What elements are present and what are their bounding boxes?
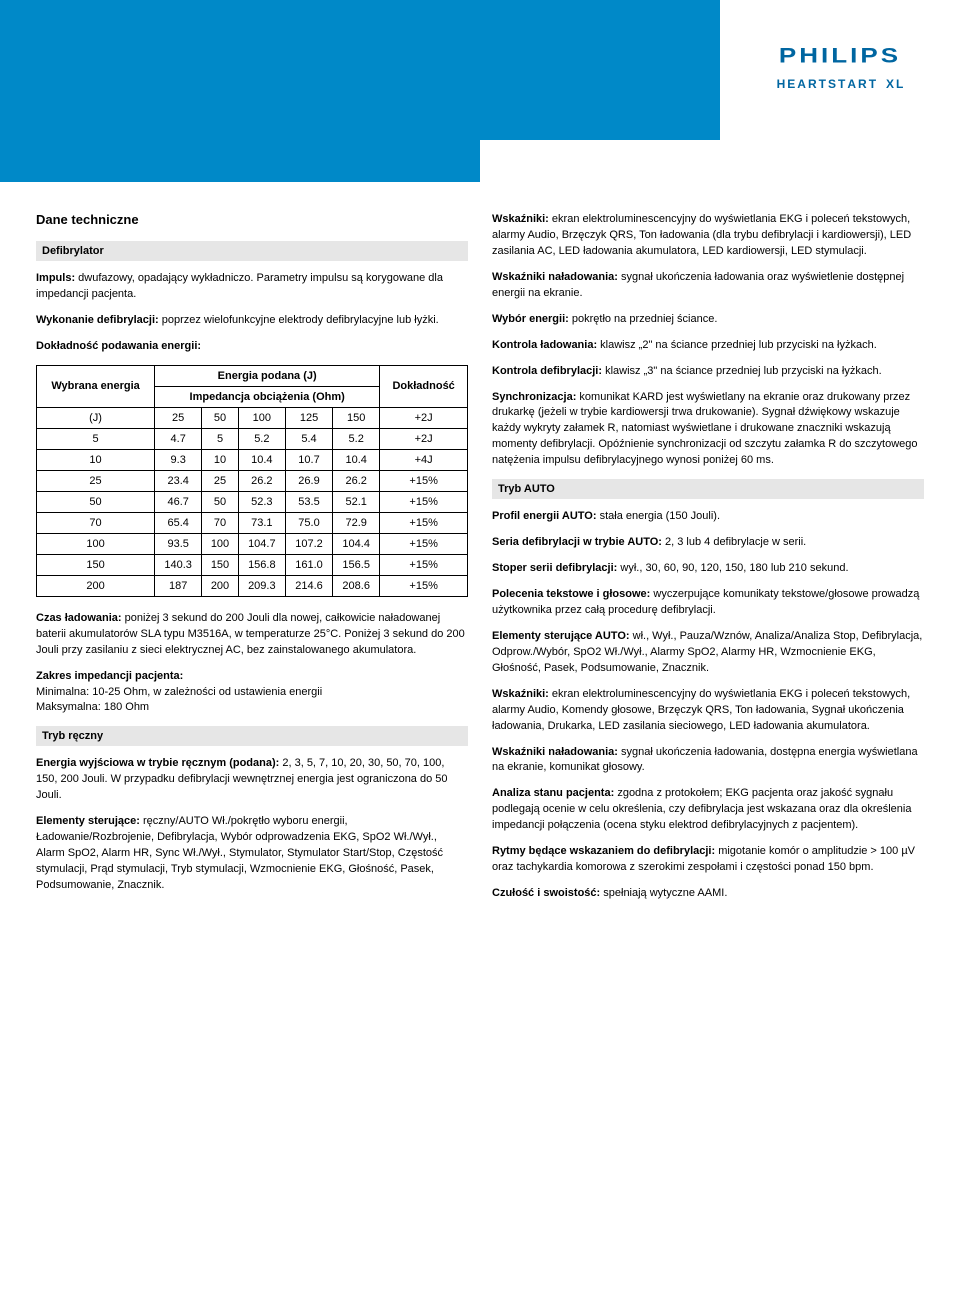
para-kontrola-defibrylacji: Kontrola defibrylacji: klawisz „3" na śc… bbox=[492, 364, 924, 380]
para-wskazniki: Wskaźniki: ekran elektroluminescencyjny … bbox=[492, 212, 924, 260]
para-wybor-energii: Wybór energii: pokrętło na przedniej ści… bbox=[492, 312, 924, 328]
para-impuls: Impuls: dwufazowy, opadający wykładniczo… bbox=[36, 271, 468, 303]
para-energia-wyjsciowa: Energia wyjściowa w trybie ręcznym (poda… bbox=[36, 756, 468, 804]
table-row: 109.31010.410.710.4+4J bbox=[37, 449, 468, 470]
energy-accuracy-table: Wybrana energia Energia podana (J) Dokła… bbox=[36, 365, 468, 597]
content: Dane techniczne Defibrylator Impuls: dwu… bbox=[0, 182, 960, 948]
para-dokladnosc: Dokładność podawania energii: bbox=[36, 339, 468, 355]
para-wskazniki-naladowania: Wskaźniki naładowania: sygnał ukończenia… bbox=[492, 270, 924, 302]
header-brand-area: PHILIPS HEARTSTARTXL bbox=[720, 0, 960, 140]
right-column: Wskaźniki: ekran elektroluminescencyjny … bbox=[492, 212, 924, 912]
subhead-tryb-auto: Tryb AUTO bbox=[492, 479, 924, 499]
para-wykonanie: Wykonanie defibrylacji: poprzez wielofun… bbox=[36, 313, 468, 329]
para-stoper-serii: Stoper serii defibrylacji: wył., 30, 60,… bbox=[492, 561, 924, 577]
table-row: 150140.3150156.8161.0156.5+15% bbox=[37, 554, 468, 575]
table-row: 7065.47073.175.072.9+15% bbox=[37, 512, 468, 533]
para-elementy-sterujace-auto: Elementy sterujące AUTO: wł., Wył., Pauz… bbox=[492, 629, 924, 677]
th-impedancja: Impedancja obciążenia (Ohm) bbox=[155, 386, 380, 407]
left-column: Dane techniczne Defibrylator Impuls: dwu… bbox=[36, 212, 468, 912]
para-czas-ladowania: Czas ładowania: poniżej 3 sekund do 200 … bbox=[36, 611, 468, 659]
table-row: 200187200209.3214.6208.6+15% bbox=[37, 575, 468, 596]
table-row: 5046.75052.353.552.1+15% bbox=[37, 491, 468, 512]
para-zakres-impedancji: Zakres impedancji pacjenta: Minimalna: 1… bbox=[36, 669, 468, 717]
subhead-tryb-reczny: Tryb ręczny bbox=[36, 726, 468, 746]
page-title: Dane techniczne bbox=[36, 212, 468, 227]
para-kontrola-ladowania: Kontrola ładowania: klawisz „2" na ścian… bbox=[492, 338, 924, 354]
header-band: PHILIPS HEARTSTARTXL bbox=[0, 0, 960, 140]
header-blue-left bbox=[0, 0, 720, 140]
header-blue-block bbox=[0, 140, 480, 182]
philips-logo: PHILIPS bbox=[779, 43, 901, 68]
para-elementy-sterujace: Elementy sterujące: ręczny/AUTO Wł./pokr… bbox=[36, 814, 468, 894]
para-wskazniki-naladowania-2: Wskaźniki naładowania: sygnał ukończenia… bbox=[492, 745, 924, 777]
subhead-defibrylator: Defibrylator bbox=[36, 241, 468, 261]
heartstart-subtitle: HEARTSTARTXL bbox=[777, 77, 904, 91]
table-row: 54.755.25.45.2+2J bbox=[37, 428, 468, 449]
th-dokladnosc: Dokładność bbox=[380, 365, 468, 407]
th-wybrana: Wybrana energia bbox=[37, 365, 155, 407]
table-row: 10093.5100104.7107.2104.4+15% bbox=[37, 533, 468, 554]
para-czulosc: Czułość i swoistość: spełniają wytyczne … bbox=[492, 886, 924, 902]
para-wskazniki-2: Wskaźniki: ekran elektroluminescencyjny … bbox=[492, 687, 924, 735]
para-polecenia-tg: Polecenia tekstowe i głosowe: wyczerpują… bbox=[492, 587, 924, 619]
table-row: 2523.42526.226.926.2+15% bbox=[37, 470, 468, 491]
table-header-row: (J)2550100125150+2J bbox=[37, 407, 468, 428]
para-seria-defibrylacji: Seria defibrylacji w trybie AUTO: 2, 3 l… bbox=[492, 535, 924, 551]
th-energia-podana: Energia podana (J) bbox=[155, 365, 380, 386]
para-profil-energii-auto: Profil energii AUTO: stała energia (150 … bbox=[492, 509, 924, 525]
para-analiza-stanu: Analiza stanu pacjenta: zgodna z protoko… bbox=[492, 786, 924, 834]
para-rytmy: Rytmy będące wskazaniem do defibrylacji:… bbox=[492, 844, 924, 876]
para-synchronizacja: Synchronizacja: komunikat KARD jest wyśw… bbox=[492, 390, 924, 470]
